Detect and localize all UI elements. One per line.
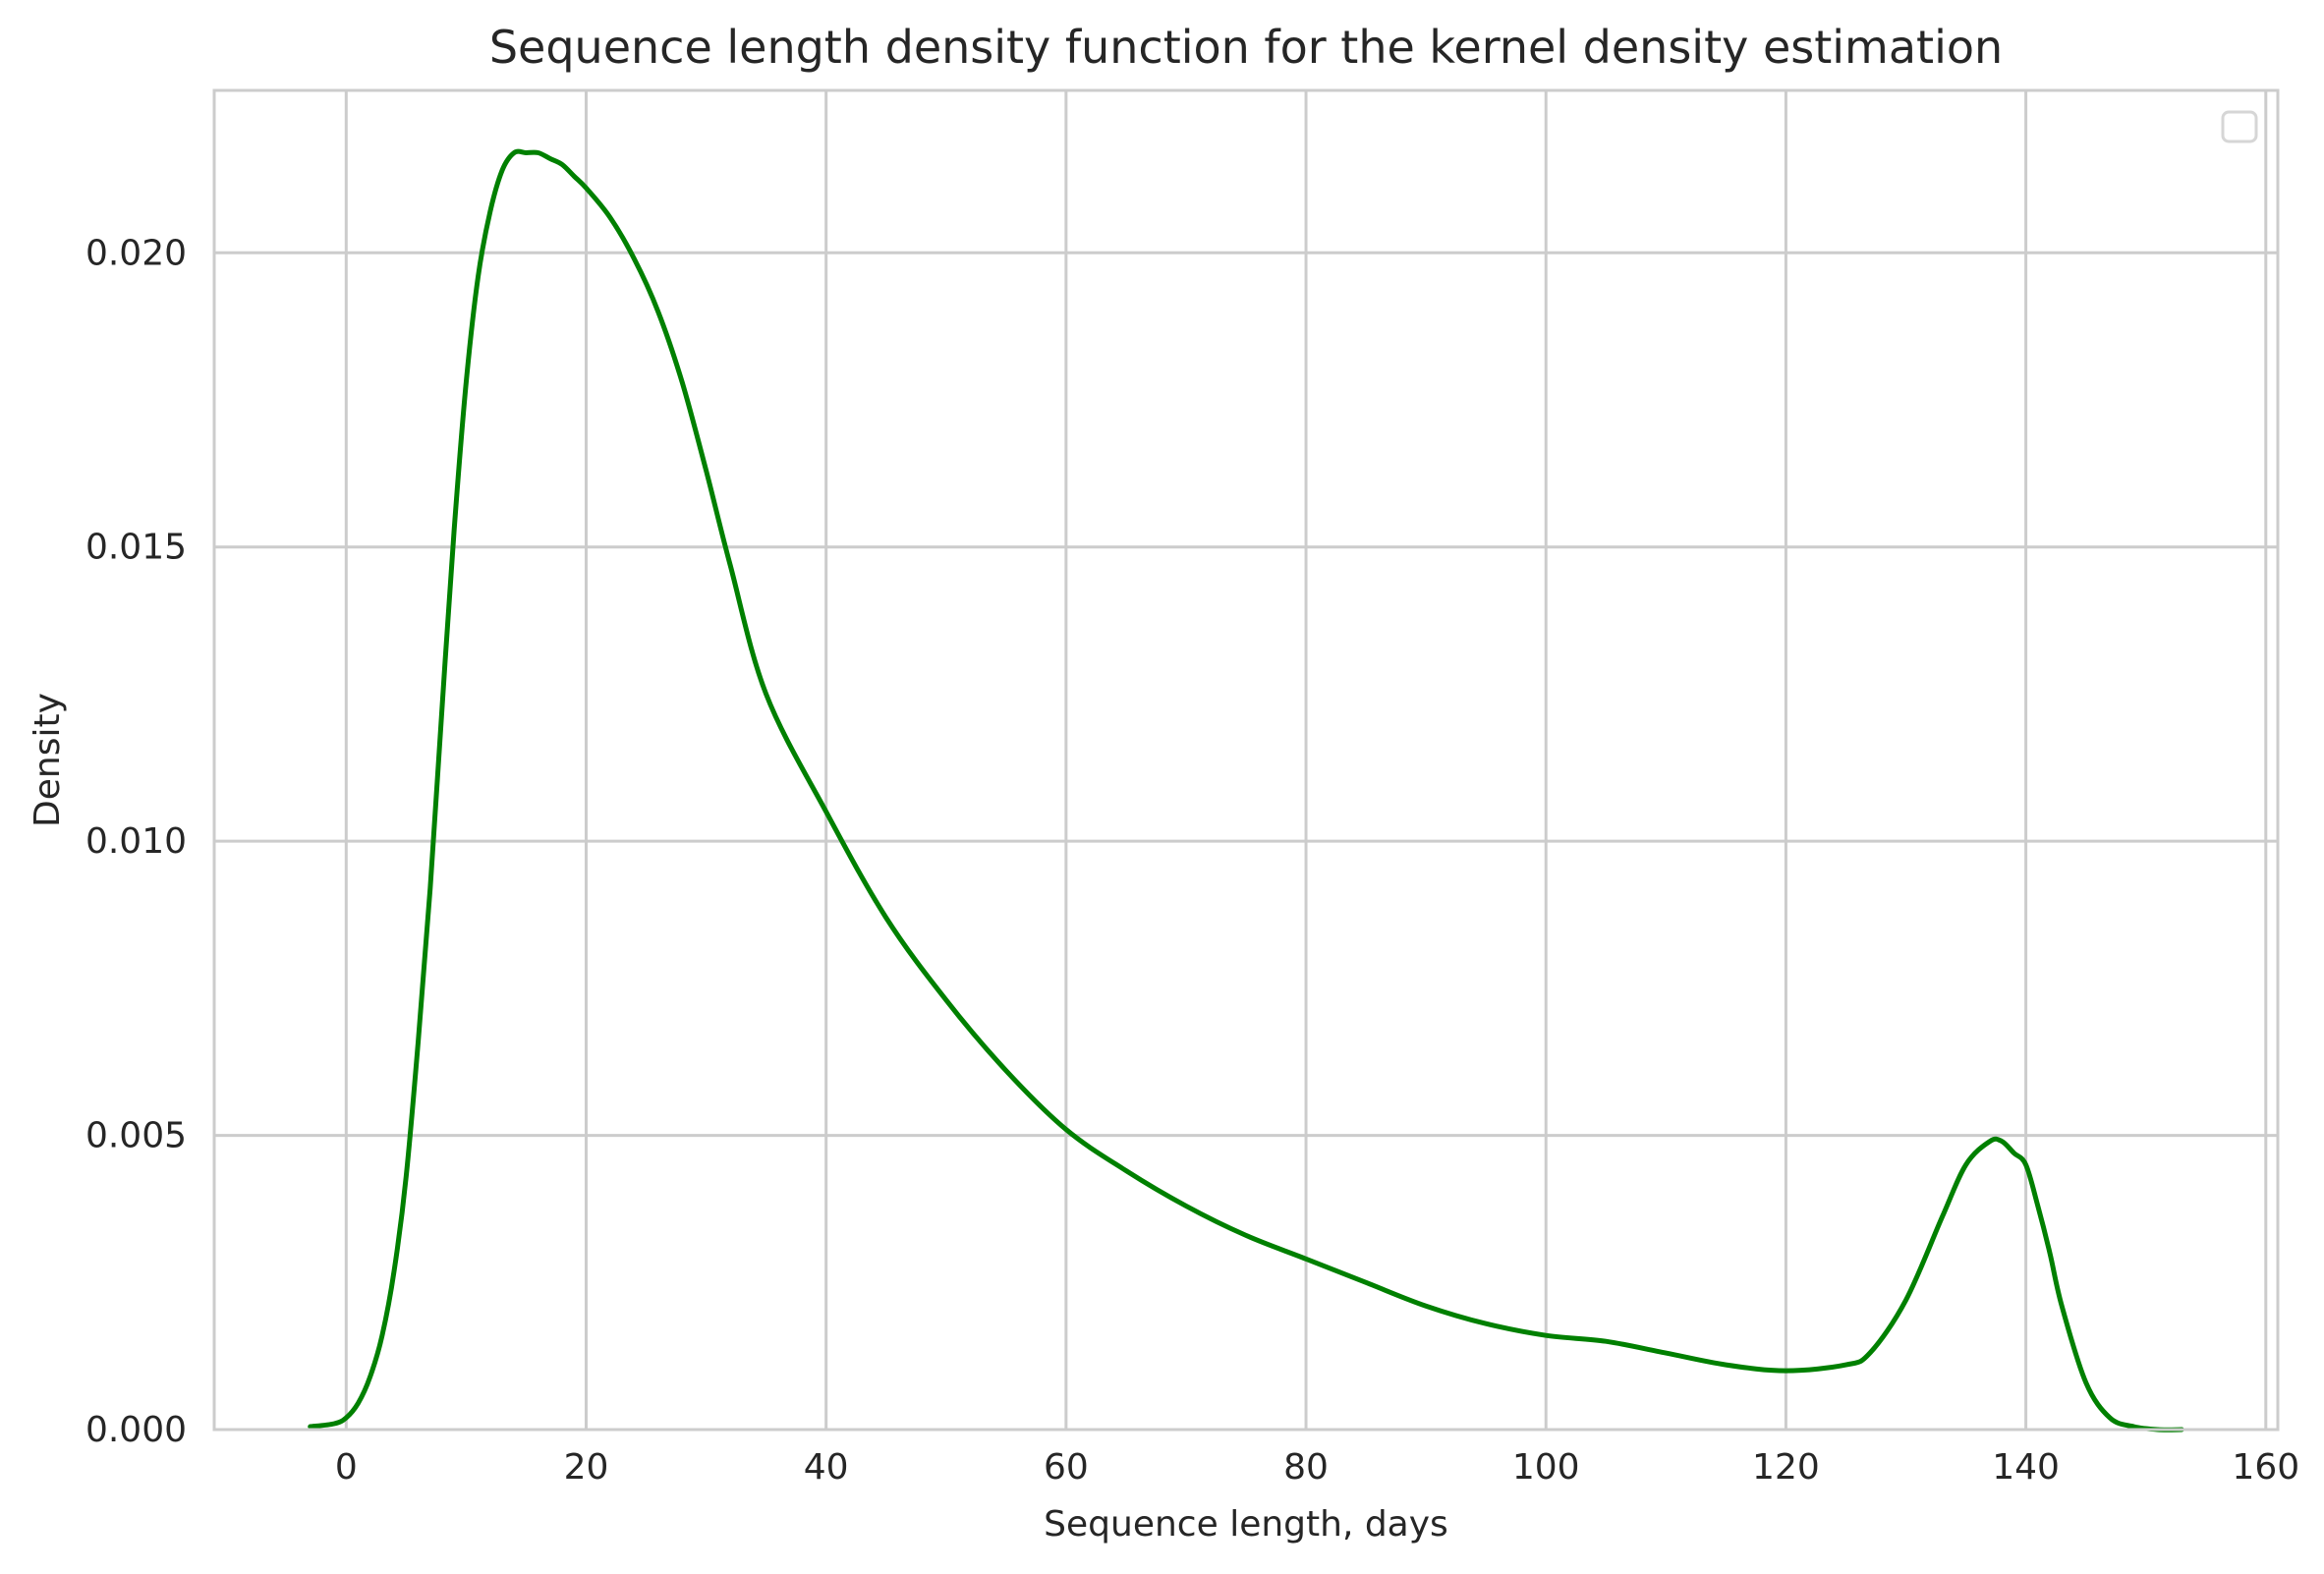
y-tick-label: 0.020 [85,233,187,273]
grid-lines [214,90,2278,1432]
x-tick-label: 20 [564,1447,609,1488]
x-axis-label: Sequence length, days [1044,1504,1448,1545]
x-tick-label: 140 [1992,1447,2060,1488]
x-tick-label: 40 [804,1447,849,1488]
chart-title: Sequence length density function for the… [489,21,2003,74]
x-tick-label: 0 [335,1447,358,1488]
legend-box [2221,110,2258,143]
x-tick-label: 120 [1752,1447,1820,1488]
x-tick-label: 100 [1512,1447,1580,1488]
y-axis-label: Density [28,693,68,827]
x-tick-label: 80 [1283,1447,1329,1488]
series-group [308,148,2184,1433]
x-tick-label: 60 [1044,1447,1089,1488]
y-tick-label: 0.010 [85,821,187,862]
y-tick-labels: 0.000 0.005 0.010 0.015 0.020 [85,233,187,1450]
y-tick-label: 0.015 [85,528,187,568]
density-line [308,148,2184,1433]
y-tick-label: 0.005 [85,1116,187,1156]
x-tick-labels: 0 20 40 60 80 100 120 140 160 [335,1447,2299,1488]
plot-frame [212,88,2280,1432]
x-tick-label: 160 [2232,1447,2299,1488]
y-tick-label: 0.000 [85,1410,187,1450]
